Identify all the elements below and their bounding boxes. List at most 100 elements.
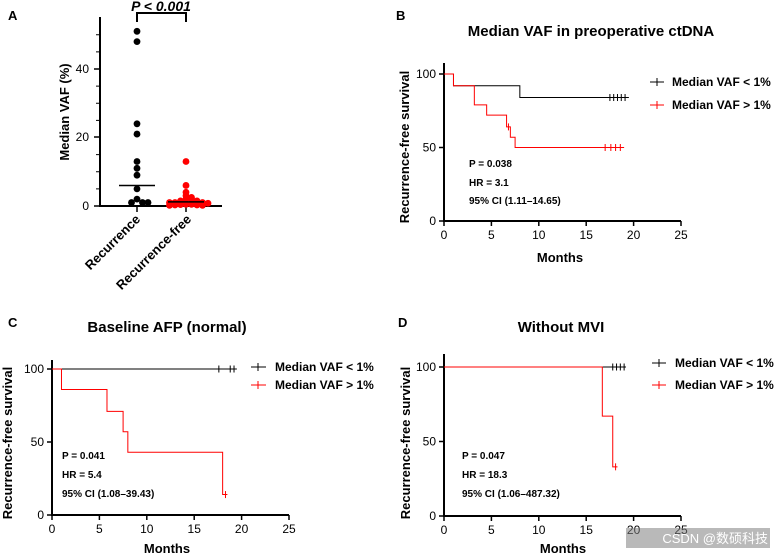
panel-c-xtick-label-0: 0 <box>49 522 56 536</box>
point-recurrence-10 <box>128 199 135 206</box>
panel-c-letter: C <box>8 315 18 330</box>
point-recurrence-4 <box>133 158 141 165</box>
point-recurrence-free-16 <box>193 201 201 209</box>
panel-d-y-ticks: 0 50 100 <box>416 360 444 523</box>
panel-c-y-ticks: 0 50 100 <box>24 362 52 522</box>
panel-a-ytick-label-0: 0 <box>82 199 89 213</box>
panel-c-curves <box>52 365 237 499</box>
panel-d-y-label: Recurrence-free survival <box>398 367 413 519</box>
panel-b-x-ticks: 0 5 10 15 20 25 <box>441 221 688 242</box>
point-recurrence-6 <box>133 171 141 179</box>
panel-b-letter: B <box>396 8 405 23</box>
panel-a-y-label: Median VAF (%) <box>57 63 72 160</box>
significance-bracket <box>136 12 187 22</box>
panel-b-ci: 95% CI (1.11–14.65) <box>469 196 561 207</box>
point-recurrence-free-18 <box>199 201 206 209</box>
significance-label: P < 0.001 <box>131 0 191 14</box>
panel-b-hr: HR = 3.1 <box>469 178 509 189</box>
km-curve-panel-c-high <box>52 368 228 496</box>
panel-c-legend-high: Median VAF > 1% <box>275 378 374 392</box>
panel-b: B Median VAF in preoperative ctDNA Recur… <box>396 8 771 265</box>
point-recurrence-0 <box>133 27 141 35</box>
panel-d-letter: D <box>398 315 407 330</box>
panel-b-xtick-label-20: 20 <box>627 228 641 242</box>
panel-c-ytick-label-100: 100 <box>24 362 44 376</box>
panel-b-xtick-label-15: 15 <box>580 228 594 242</box>
panel-d-xtick-label-5: 5 <box>488 523 495 537</box>
point-recurrence-free-12 <box>204 199 212 207</box>
panel-b-xtick-label-10: 10 <box>532 228 546 242</box>
point-recurrence-9 <box>139 199 146 206</box>
watermark-backdrop <box>626 528 770 548</box>
point-recurrence-free-19 <box>166 201 173 209</box>
point-recurrence-8 <box>133 195 141 203</box>
panel-b-xtick-label-25: 25 <box>674 228 688 242</box>
panel-c-title: Baseline AFP (normal) <box>87 319 246 336</box>
panel-d-ytick-label-0: 0 <box>429 509 436 523</box>
panel-d-ci: 95% CI (1.06–487.32) <box>462 489 560 500</box>
panel-d-x-label: Months <box>540 541 586 556</box>
panel-b-ytick-label-100: 100 <box>416 67 436 81</box>
panel-c-legend-low: Median VAF < 1% <box>275 360 374 374</box>
point-recurrence-free-17 <box>171 201 179 209</box>
panel-a-ytick-label-20: 20 <box>76 130 90 144</box>
panel-c-ytick-label-50: 50 <box>31 435 45 449</box>
panel-a-letter: A <box>8 8 18 23</box>
panel-d: D Without MVI Recurrence-free survival M… <box>398 315 774 556</box>
panel-a-ytick-label-40: 40 <box>76 62 90 76</box>
panel-c-ci: 95% CI (1.08–39.43) <box>62 489 154 500</box>
km-curve-panel-b-high <box>444 73 625 148</box>
point-recurrence-2 <box>133 120 141 128</box>
panel-d-legend-high: Median VAF > 1% <box>675 378 774 392</box>
panel-d-title: Without MVI <box>518 319 605 336</box>
point-recurrence-free-6 <box>188 195 195 203</box>
panel-c-x-ticks: 0 5 10 15 20 25 <box>49 515 296 536</box>
panel-c: C Baseline AFP (normal) Recurrence-free … <box>0 315 374 556</box>
panel-b-y-ticks: 0 50 100 <box>416 67 444 228</box>
panel-b-xtick-label-5: 5 <box>488 228 495 242</box>
panel-d-p-value: P = 0.047 <box>462 451 505 462</box>
panel-c-xtick-label-15: 15 <box>188 522 202 536</box>
km-curve-panel-d-high <box>444 366 618 468</box>
panel-c-xtick-label-25: 25 <box>282 522 296 536</box>
panel-d-xtick-label-10: 10 <box>532 523 546 537</box>
panel-d-legend-low: Median VAF < 1% <box>675 356 774 370</box>
point-recurrence-5 <box>133 164 141 172</box>
watermark: CSDN @数硕科技 <box>626 528 770 548</box>
panel-d-hr: HR = 18.3 <box>462 470 508 481</box>
panel-a: A Median VAF (%) 0 20 40 Recurrence Recu… <box>8 0 222 293</box>
panel-b-xtick-label-0: 0 <box>441 228 448 242</box>
panel-b-title: Median VAF in preoperative ctDNA <box>468 23 715 40</box>
watermark-text: CSDN @数硕科技 <box>662 531 768 546</box>
panel-b-p-value: P = 0.038 <box>469 159 512 170</box>
point-recurrence-3 <box>133 130 141 138</box>
panel-c-hr: HR = 5.4 <box>62 470 102 481</box>
panel-a-axes <box>99 17 222 207</box>
point-recurrence-1 <box>133 38 141 45</box>
panel-c-xtick-label-5: 5 <box>96 522 103 536</box>
panel-d-ytick-label-50: 50 <box>423 435 437 449</box>
panel-b-x-label: Months <box>537 250 583 265</box>
panel-b-legend-low: Median VAF < 1% <box>672 75 771 89</box>
point-recurrence-free-0 <box>182 158 190 165</box>
point-recurrence-free-5 <box>182 195 190 203</box>
panel-b-ytick-label-0: 0 <box>429 214 436 228</box>
panel-a-points <box>119 27 212 209</box>
panel-d-xtick-label-0: 0 <box>441 523 448 537</box>
panel-d-curves <box>444 363 627 471</box>
panel-a-minor-ticks <box>96 34 100 190</box>
panel-d-ytick-label-100: 100 <box>416 360 436 374</box>
panel-c-xtick-label-20: 20 <box>235 522 249 536</box>
point-recurrence-11 <box>144 199 152 206</box>
panel-b-ytick-label-50: 50 <box>423 141 437 155</box>
panel-c-xtick-label-10: 10 <box>140 522 154 536</box>
panel-c-ytick-label-0: 0 <box>37 508 44 522</box>
panel-b-y-label: Recurrence-free survival <box>397 71 412 223</box>
panel-b-curves <box>444 73 629 151</box>
point-recurrence-free-15 <box>177 201 184 209</box>
panel-c-p-value: P = 0.041 <box>62 451 105 462</box>
panel-c-x-label: Months <box>144 541 190 556</box>
panel-b-legend-high: Median VAF > 1% <box>672 98 771 112</box>
point-recurrence-7 <box>133 185 141 193</box>
